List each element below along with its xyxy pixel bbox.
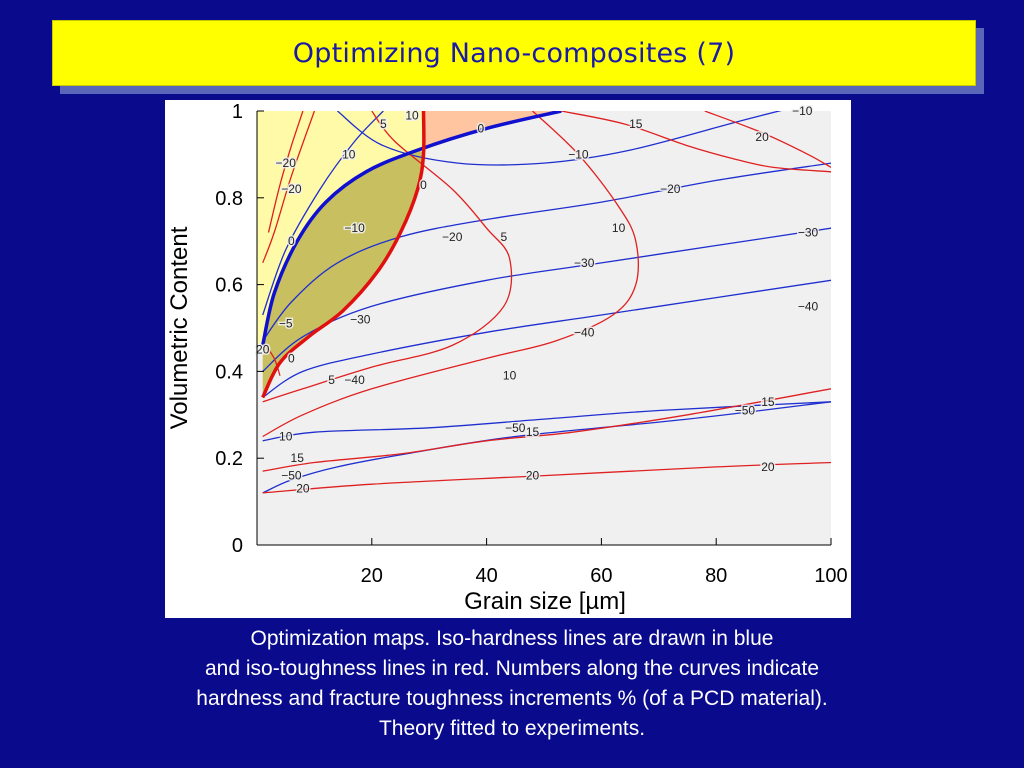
contour-label-4: −10 bbox=[344, 221, 365, 235]
contour-label-9: 0 bbox=[288, 351, 295, 365]
x-tick-label-2: 60 bbox=[590, 565, 612, 587]
contour-label-20: −40 bbox=[798, 299, 819, 313]
y-tick-label-5: 1 bbox=[232, 101, 243, 123]
contour-label-12: −20 bbox=[276, 156, 297, 170]
contour-label-27: 15 bbox=[526, 425, 540, 439]
contour-label-17: −30 bbox=[574, 256, 595, 270]
hardness-contour-0 bbox=[337, 111, 782, 166]
y-tick-label-0: 0 bbox=[232, 535, 243, 557]
toughness-contour-8 bbox=[262, 340, 281, 376]
contour-label-11: −40 bbox=[344, 373, 365, 387]
contour-label-28: 20 bbox=[526, 469, 540, 483]
contour-label-3: 0 bbox=[288, 234, 295, 248]
x-tick-label-4: 100 bbox=[814, 565, 847, 587]
caption-line-2: and iso-toughness lines in red. Numbers … bbox=[204, 657, 819, 680]
contour-label-1: 10 bbox=[405, 108, 419, 122]
toughness-contour-4 bbox=[262, 388, 831, 472]
contour-label-8: −5 bbox=[279, 317, 293, 331]
contour-label-36: −20 bbox=[281, 182, 302, 196]
y-tick-label-1: 0.2 bbox=[215, 448, 243, 470]
y-tick-label-2: 0.4 bbox=[215, 361, 243, 383]
contour-label-37: 20 bbox=[256, 343, 270, 357]
contour-label-0: 5 bbox=[380, 117, 387, 131]
contour-label-14: 0 bbox=[420, 178, 427, 192]
contour-label-24: −50 bbox=[281, 469, 302, 483]
contour-label-23: 15 bbox=[291, 451, 305, 465]
contour-label-19: −40 bbox=[574, 325, 595, 339]
toughness-contour-5 bbox=[704, 111, 831, 168]
x-tick-label-1: 40 bbox=[475, 565, 497, 587]
region-peach bbox=[423, 111, 562, 151]
chart-panel: 5 10 10 0 −10 −20 5 −30 −5 0 5 −40 −20 0 0 −10 −20 −30 −30… bbox=[165, 100, 851, 618]
contour-label-34: −10 bbox=[792, 104, 813, 118]
x-tick-label-3: 80 bbox=[705, 565, 727, 587]
contour-label-29: −50 bbox=[735, 404, 756, 418]
y-tick-label-3: 0.6 bbox=[215, 275, 243, 297]
contour-label-7: −30 bbox=[350, 312, 371, 326]
hardness-contour-5 bbox=[262, 401, 831, 442]
contour-label-33: 20 bbox=[755, 130, 769, 144]
toughness-contour-7 bbox=[267, 111, 304, 233]
y-tick-label-4: 0.8 bbox=[215, 188, 243, 210]
hardness-contour-1 bbox=[262, 111, 384, 316]
x-axis-title: Grain size [µm] bbox=[464, 588, 626, 615]
slide-title: Optimizing Nano-composites (7) bbox=[292, 37, 736, 69]
title-banner: Optimizing Nano-composites (7) bbox=[52, 20, 976, 86]
contour-label-31: 20 bbox=[761, 460, 775, 474]
contour-label-32: 15 bbox=[629, 117, 643, 131]
toughness-contour-3 bbox=[561, 111, 831, 173]
region-olive bbox=[262, 150, 424, 398]
x-tick-label-0: 20 bbox=[361, 565, 383, 587]
contour-label-18: −30 bbox=[798, 226, 819, 240]
contour-label-6: 5 bbox=[500, 230, 507, 244]
contour-label-10: 5 bbox=[328, 373, 335, 387]
contour-label-26: −50 bbox=[505, 421, 526, 435]
contour-label-25: 20 bbox=[296, 482, 310, 496]
caption-line-1: Optimization maps. Iso-hardness lines ar… bbox=[250, 627, 774, 650]
caption-line-3: hardness and fracture toughness incremen… bbox=[196, 687, 828, 710]
contour-label-16: −20 bbox=[660, 182, 681, 196]
contour-label-22: 10 bbox=[279, 430, 293, 444]
contour-label-2: 10 bbox=[342, 147, 356, 161]
hardness-contour-3 bbox=[262, 227, 831, 372]
contour-label-30: 15 bbox=[761, 395, 775, 409]
caption-line-4: Theory fitted to experiments. bbox=[378, 717, 646, 740]
contour-label-13: 0 bbox=[478, 121, 485, 135]
contour-label-35: 10 bbox=[612, 221, 626, 235]
toughness-contour-2 bbox=[262, 111, 316, 264]
contour-label-15: −10 bbox=[568, 147, 589, 161]
y-axis-title: Volumetric Content bbox=[166, 226, 193, 429]
caption: Optimization maps. Iso-hardness lines ar… bbox=[0, 624, 1024, 744]
hardness-boundary-zero bbox=[260, 111, 562, 346]
toughness-boundary-zero bbox=[261, 111, 426, 399]
hardness-contour-2 bbox=[262, 162, 831, 342]
toughness-contour-0 bbox=[262, 111, 513, 403]
contour-label-21: 10 bbox=[503, 369, 517, 383]
hardness-contour-4 bbox=[262, 279, 831, 398]
contour-label-5: −20 bbox=[442, 230, 463, 244]
toughness-contour-1 bbox=[262, 111, 639, 438]
toughness-contour-6 bbox=[262, 461, 831, 494]
